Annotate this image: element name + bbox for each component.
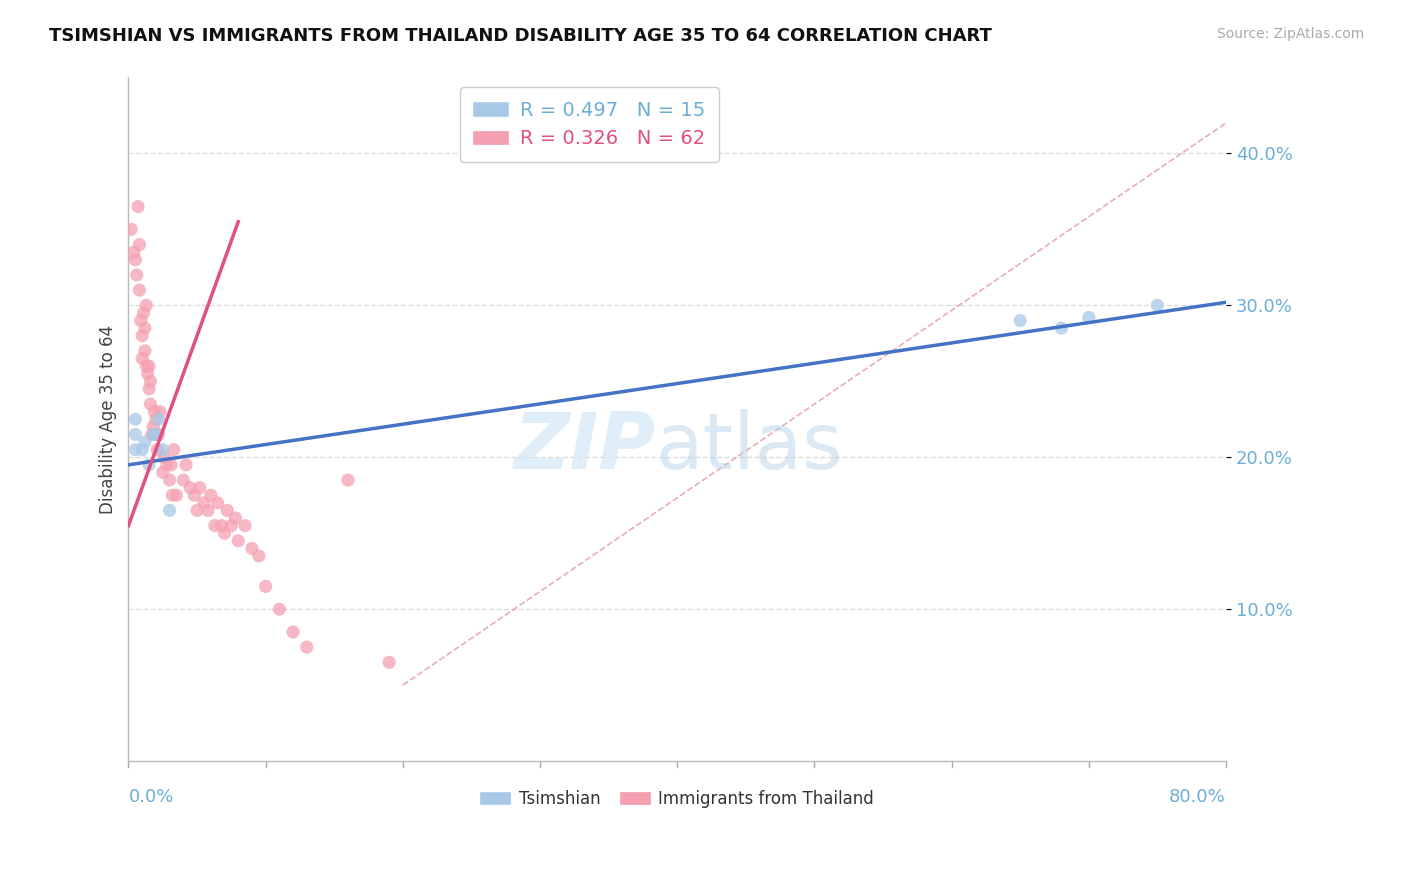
Point (152, 442, 174, 457)
Point (149, 405, 172, 419)
Point (131, 442, 153, 457)
Point (148, 427, 170, 442)
Text: ZIP: ZIP (513, 409, 655, 484)
Point (247, 549, 270, 563)
Text: TSIMSHIAN VS IMMIGRANTS FROM THAILAND DISABILITY AGE 35 TO 64 CORRELATION CHART: TSIMSHIAN VS IMMIGRANTS FROM THAILAND DI… (49, 27, 993, 45)
Point (135, 298, 157, 312)
Point (183, 488, 205, 502)
Point (1010, 313, 1032, 327)
Point (135, 359, 157, 373)
Point (122, 245, 145, 260)
Point (188, 481, 211, 495)
Point (211, 518, 233, 533)
Point (172, 473, 194, 487)
Y-axis label: Disability Age 35 to 64: Disability Age 35 to 64 (100, 325, 117, 514)
Point (174, 458, 197, 472)
Point (153, 450, 176, 465)
Point (143, 405, 166, 419)
Point (152, 466, 174, 480)
Point (138, 359, 160, 373)
Point (162, 488, 184, 502)
Point (142, 420, 165, 434)
Text: atlas: atlas (655, 409, 842, 484)
Point (141, 427, 163, 442)
Point (197, 503, 219, 517)
Point (146, 442, 169, 457)
Point (138, 458, 160, 472)
Point (139, 374, 162, 388)
Point (254, 579, 277, 593)
Point (233, 518, 256, 533)
Point (145, 427, 167, 442)
Point (224, 511, 246, 525)
Point (378, 656, 401, 670)
Point (1050, 321, 1073, 335)
Point (120, 222, 142, 236)
Text: 80.0%: 80.0% (1170, 789, 1226, 806)
Point (124, 412, 146, 426)
Point (134, 435, 156, 450)
Legend: Tsimshian, Immigrants from Thailand: Tsimshian, Immigrants from Thailand (474, 783, 882, 814)
Point (295, 640, 318, 654)
Point (200, 488, 222, 502)
Point (281, 624, 304, 639)
Point (179, 481, 201, 495)
Point (156, 458, 179, 472)
Point (145, 427, 167, 442)
Point (1077, 310, 1099, 325)
Point (128, 283, 150, 297)
Point (142, 427, 165, 442)
Point (131, 328, 153, 343)
Point (159, 473, 181, 487)
Point (124, 252, 146, 267)
Text: 0.0%: 0.0% (128, 789, 174, 806)
Point (336, 473, 359, 487)
Point (129, 313, 152, 327)
Point (139, 397, 162, 411)
Point (269, 602, 291, 616)
Point (163, 442, 186, 457)
Point (128, 237, 150, 252)
Point (160, 458, 183, 472)
Point (217, 503, 239, 517)
Point (127, 200, 149, 214)
Point (159, 503, 181, 517)
Point (136, 367, 159, 381)
Point (186, 503, 208, 517)
Point (131, 351, 153, 366)
Point (124, 442, 146, 457)
Point (134, 321, 156, 335)
Point (138, 382, 160, 396)
Point (1146, 298, 1168, 312)
Point (214, 526, 236, 541)
Point (124, 427, 146, 442)
Point (148, 412, 170, 426)
Point (125, 268, 148, 282)
Point (204, 518, 226, 533)
Point (226, 533, 249, 548)
Point (134, 343, 156, 358)
Point (145, 412, 167, 426)
Point (207, 496, 229, 510)
Point (193, 496, 215, 510)
Text: Source: ZipAtlas.com: Source: ZipAtlas.com (1216, 27, 1364, 41)
Point (166, 488, 188, 502)
Point (221, 518, 243, 533)
Point (240, 541, 263, 556)
Point (132, 306, 155, 320)
